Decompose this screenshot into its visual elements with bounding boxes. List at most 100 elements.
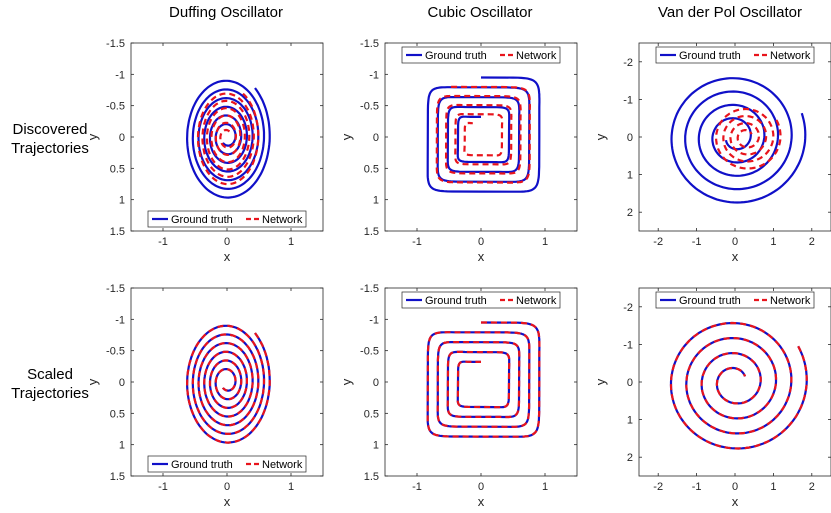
x-tick-label: 2 — [809, 481, 815, 493]
x-tick-label: 0 — [224, 481, 230, 493]
chart-panel: -1 0 1 -1.5 -1 -0.5 0 0.5 1 1.5 x y Ground truth Netw… — [85, 38, 324, 264]
row-label: Trajectories — [11, 140, 89, 157]
y-tick-label: 0.5 — [364, 163, 379, 175]
x-tick-label: -1 — [692, 236, 702, 248]
x-tick-label: 0 — [224, 236, 230, 248]
legend-network-label: Network — [770, 295, 811, 307]
legend-ground-truth-label: Ground truth — [171, 214, 233, 226]
y-tick-label: -0.5 — [360, 101, 379, 113]
x-tick-label: 1 — [542, 236, 548, 248]
y-tick-label: -0.5 — [106, 346, 125, 358]
y-tick-label: -2 — [623, 302, 633, 314]
x-tick-label: 0 — [478, 481, 484, 493]
x-tick-label: -1 — [692, 481, 702, 493]
y-tick-label: 1 — [627, 415, 633, 427]
y-tick-label: 0 — [627, 377, 633, 389]
y-tick-label: -1 — [623, 94, 633, 106]
legend-network-label: Network — [262, 214, 303, 226]
y-tick-label: -1.5 — [360, 283, 379, 295]
legend: Ground truth Network — [147, 210, 307, 228]
legend-network-label: Network — [516, 50, 557, 62]
legend: Ground truth Network — [655, 291, 815, 309]
x-axis-label: x — [732, 494, 739, 509]
y-tick-label: -1 — [369, 69, 379, 81]
legend-box — [147, 455, 307, 473]
x-axis-label: x — [224, 494, 231, 509]
column-title: Cubic Oscillator — [427, 4, 532, 21]
x-tick-label: 0 — [478, 236, 484, 248]
y-tick-label: -1.5 — [106, 38, 125, 50]
axes-box — [384, 287, 578, 477]
x-tick-label: -2 — [653, 481, 663, 493]
y-tick-label: 1.5 — [110, 471, 125, 483]
legend: Ground truth Network — [401, 291, 561, 309]
panels: -1 0 1 -1.5 -1 -0.5 0 0.5 1 1.5 x y Ground truth Netw… — [85, 38, 831, 509]
column-title: Van der Pol Oscillator — [658, 4, 802, 21]
y-tick-label: 1 — [373, 440, 379, 452]
x-tick-label: 2 — [809, 236, 815, 248]
x-axis-label: x — [224, 249, 231, 264]
x-tick-label: 1 — [770, 236, 776, 248]
y-tick-label: 1 — [373, 195, 379, 207]
x-tick-label: -1 — [158, 481, 168, 493]
y-tick-label: 0 — [119, 132, 125, 144]
y-axis-label: y — [593, 378, 608, 385]
x-tick-label: 1 — [770, 481, 776, 493]
y-tick-label: 1 — [627, 170, 633, 182]
x-axis-label: x — [732, 249, 739, 264]
legend: Ground truth Network — [147, 455, 307, 473]
legend-ground-truth-label: Ground truth — [679, 295, 741, 307]
x-tick-label: -2 — [653, 236, 663, 248]
legend-box — [655, 46, 815, 64]
x-tick-label: 1 — [288, 481, 294, 493]
y-tick-label: 2 — [627, 207, 633, 219]
chart-panel: -1 0 1 -1.5 -1 -0.5 0 0.5 1 1.5 x y Ground truth Netw… — [85, 283, 324, 509]
y-tick-label: 2 — [627, 452, 633, 464]
y-tick-label: 1.5 — [364, 226, 379, 238]
x-axis-label: x — [478, 494, 485, 509]
network-series-line — [196, 92, 260, 186]
y-axis-label: y — [593, 133, 608, 140]
x-axis-label: x — [478, 249, 485, 264]
y-tick-label: -1 — [115, 69, 125, 81]
y-tick-label: 0.5 — [110, 408, 125, 420]
network-series-line — [714, 107, 782, 170]
legend-box — [401, 291, 561, 309]
y-axis-label: y — [339, 133, 354, 140]
y-tick-label: -0.5 — [106, 101, 125, 113]
y-axis-label: y — [339, 378, 354, 385]
chart-panel: -1 0 1 -1.5 -1 -0.5 0 0.5 1 1.5 x y Ground truth Netw… — [339, 38, 578, 264]
y-tick-label: -2 — [623, 57, 633, 69]
row-label: Scaled — [27, 366, 73, 383]
y-tick-label: 1.5 — [110, 226, 125, 238]
legend-box — [655, 291, 815, 309]
legend-ground-truth-label: Ground truth — [171, 459, 233, 471]
x-tick-label: 0 — [732, 481, 738, 493]
legend-network-label: Network — [516, 295, 557, 307]
column-title: Duffing Oscillator — [169, 4, 283, 21]
legend-ground-truth-label: Ground truth — [425, 295, 487, 307]
y-axis-label: y — [85, 378, 100, 385]
x-tick-label: 1 — [288, 236, 294, 248]
chart-panel: -2 -1 0 1 2 -2 -1 0 1 2 x y Ground truth Network — [593, 287, 831, 509]
y-tick-label: 1 — [119, 195, 125, 207]
network-series-line — [426, 321, 541, 438]
y-tick-label: -1.5 — [360, 38, 379, 50]
legend-ground-truth-label: Ground truth — [425, 50, 487, 62]
legend-box — [147, 210, 307, 228]
y-tick-label: 1.5 — [364, 471, 379, 483]
y-tick-label: -1 — [623, 339, 633, 351]
row-label: Trajectories — [11, 385, 89, 402]
network-series-line — [435, 85, 532, 184]
x-tick-label: -1 — [412, 481, 422, 493]
column-titles: Duffing Oscillator Cubic Oscillator Van de… — [169, 4, 802, 21]
legend-network-label: Network — [770, 50, 811, 62]
y-tick-label: -0.5 — [360, 346, 379, 358]
x-tick-label: -1 — [412, 236, 422, 248]
y-tick-label: 0 — [373, 377, 379, 389]
y-axis-label: y — [85, 133, 100, 140]
y-tick-label: -1 — [115, 314, 125, 326]
y-tick-label: 1 — [119, 440, 125, 452]
y-tick-label: 0 — [373, 132, 379, 144]
